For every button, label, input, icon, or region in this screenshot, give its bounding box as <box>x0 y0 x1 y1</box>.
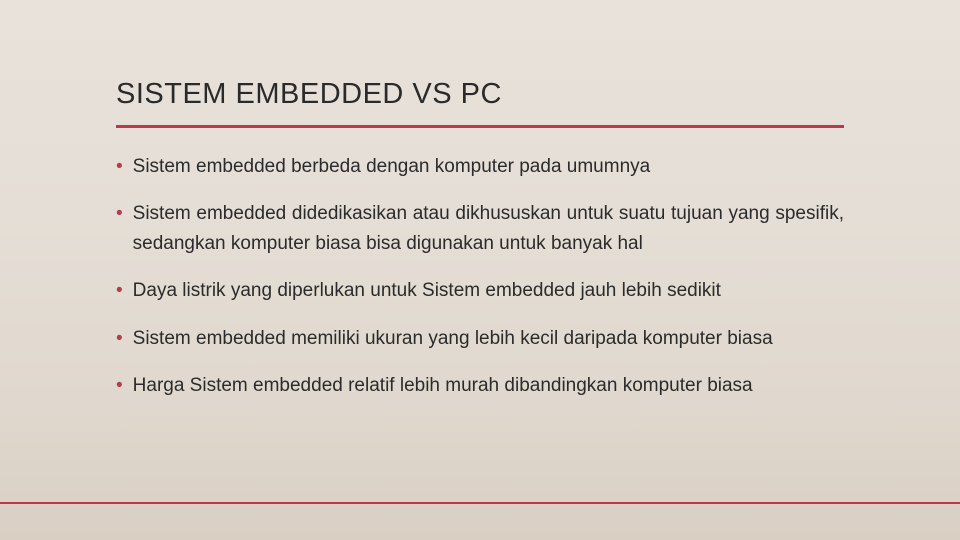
list-item: • Daya listrik yang diperlukan untuk Sis… <box>116 276 844 305</box>
bullet-text: Sistem embedded berbeda dengan komputer … <box>133 152 844 181</box>
bullet-icon: • <box>116 371 123 400</box>
bullet-text: Sistem embedded memiliki ukuran yang leb… <box>133 324 844 353</box>
bullet-icon: • <box>116 199 123 228</box>
bullet-icon: • <box>116 152 123 181</box>
list-item: • Sistem embedded memiliki ukuran yang l… <box>116 324 844 353</box>
bottom-accent-line <box>0 502 960 504</box>
bullet-icon: • <box>116 324 123 353</box>
content-area: • Sistem embedded berbeda dengan kompute… <box>0 128 960 401</box>
bullet-text: Harga Sistem embedded relatif lebih mura… <box>133 371 844 400</box>
list-item: • Harga Sistem embedded relatif lebih mu… <box>116 371 844 400</box>
bullet-icon: • <box>116 276 123 305</box>
list-item: • Sistem embedded didedikasikan atau dik… <box>116 199 844 258</box>
title-block: SISTEM EMBEDDED VS PC <box>0 0 850 128</box>
list-item: • Sistem embedded berbeda dengan kompute… <box>116 152 844 181</box>
slide-title: SISTEM EMBEDDED VS PC <box>116 78 850 111</box>
bullet-text: Sistem embedded didedikasikan atau dikhu… <box>133 199 844 258</box>
bullet-text: Daya listrik yang diperlukan untuk Siste… <box>133 276 844 305</box>
slide: SISTEM EMBEDDED VS PC • Sistem embedded … <box>0 0 960 540</box>
bullet-list: • Sistem embedded berbeda dengan kompute… <box>116 152 844 401</box>
